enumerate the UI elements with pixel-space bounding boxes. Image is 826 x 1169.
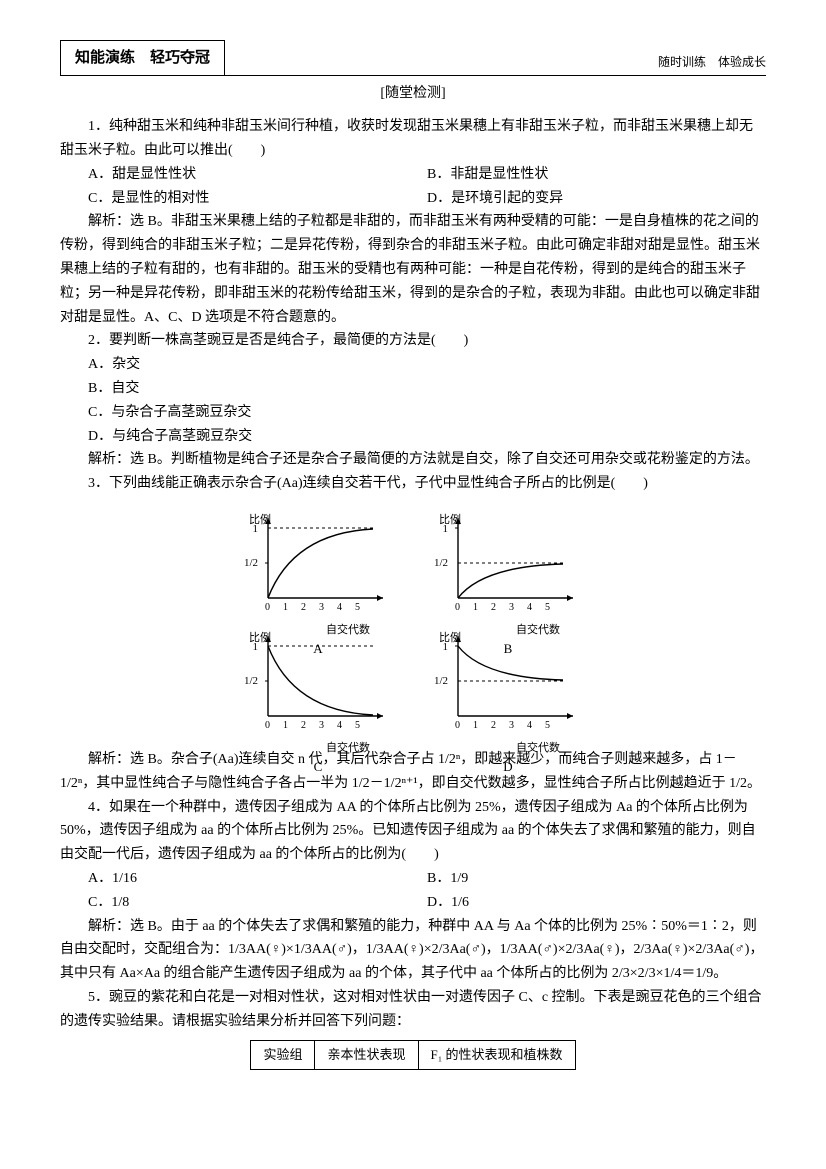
svg-text:5: 5 [545,602,550,613]
q3-chart-row1: 比例 1 1/2 0 1 2 3 4 5 自交代数 A [243,508,583,618]
svg-text:1/2: 1/2 [244,675,258,687]
svg-text:5: 5 [545,720,550,731]
svg-text:1/2: 1/2 [434,557,448,569]
svg-text:4: 4 [527,720,532,731]
q1-explain: 解析：选 B。非甜玉米果穗上结的子粒都是非甜的，而非甜玉米有两种受精的可能：一是… [60,210,766,329]
svg-text:1/2: 1/2 [434,675,448,687]
q3-chart-row2: 比例 1 1/2 0 1 2 3 4 5 自交代数 C [243,626,583,736]
svg-text:0: 0 [265,602,270,613]
svg-text:5: 5 [355,720,360,731]
q1-optC: C．是显性的相对性 [88,187,427,211]
q4-options-row1: A．1/16 B．1/9 [88,867,766,891]
q2-optD: D．与纯合子高茎豌豆杂交 [60,425,766,449]
svg-text:5: 5 [355,602,360,613]
chart-C: 比例 1 1/2 0 1 2 3 4 5 自交代数 C [243,626,393,736]
svg-text:4: 4 [337,602,342,613]
svg-text:1: 1 [283,720,288,731]
svg-text:2: 2 [301,602,306,613]
q2-stem: 2．要判断一株高茎豌豆是否是纯合子，最简便的方法是( ) [60,329,766,353]
q2-explain: 解析：选 B。判断植物是纯合子还是杂合子最简便的方法就是自交，除了自交还可用杂交… [60,448,766,472]
chart-D-label: D [433,756,583,778]
svg-text:3: 3 [509,720,514,731]
q1-options-row1: A．甜是显性性状 B．非甜是显性性状 [88,163,766,187]
header-right-text: 随时训练 体验成长 [658,52,766,74]
chart-C-label: C [243,756,393,778]
q5-th1: 实验组 [251,1040,315,1069]
svg-text:1: 1 [473,720,478,731]
svg-text:3: 3 [319,602,324,613]
svg-text:1: 1 [283,602,288,613]
q1-stem: 1．纯种甜玉米和纯种非甜玉米间行种植，收获时发现甜玉米果穗上有非甜玉米子粒，而非… [60,115,766,163]
q5-stem: 5．豌豆的紫花和白花是一对相对性状，这对相对性状由一对遗传因子 C、c 控制。下… [60,986,766,1034]
q4-optB: B．1/9 [427,867,766,891]
q1-optD: D．是环境引起的变异 [427,187,766,211]
svg-text:1/2: 1/2 [244,557,258,569]
svg-text:1: 1 [443,641,449,653]
q2-optB: B．自交 [60,377,766,401]
section-title: [随堂检测] [60,82,766,106]
q4-optA: A．1/16 [88,867,427,891]
q3-charts: 比例 1 1/2 0 1 2 3 4 5 自交代数 A [60,504,766,740]
q4-explain: 解析：选 B。由于 aa 的个体失去了求偶和繁殖的能力，种群中 AA 与 Aa … [60,915,766,986]
chart-B: 比例 1 1/2 0 1 2 3 4 5 自交代数 B [433,508,583,618]
svg-text:1: 1 [443,523,449,535]
chart-D: 比例 1 1/2 0 1 2 3 4 5 自交代数 D [433,626,583,736]
svg-text:0: 0 [455,602,460,613]
q3-stem: 3．下列曲线能正确表示杂合子(Aa)连续自交若干代，子代中显性纯合子所占的比例是… [60,472,766,496]
q1-optB: B．非甜是显性性状 [427,163,766,187]
chart-xlabel: 自交代数 [516,742,560,754]
svg-text:1: 1 [253,641,259,653]
header-row: 知能演练 轻巧夺冠 随时训练 体验成长 [60,40,766,76]
svg-text:3: 3 [509,602,514,613]
q5-th3: F₁ 的性状表现和植株数 [418,1040,575,1069]
svg-text:0: 0 [455,720,460,731]
svg-text:3: 3 [319,720,324,731]
q4-optC: C．1/8 [88,891,427,915]
svg-text:4: 4 [337,720,342,731]
svg-text:1: 1 [473,602,478,613]
table-row: 实验组 亲本性状表现 F₁ 的性状表现和植株数 [251,1040,575,1069]
chart-xlabel: 自交代数 [326,742,370,754]
q3-explain: 解析：选 B。杂合子(Aa)连续自交 n 代，其后代杂合子占 1/2ⁿ，即越来越… [60,748,766,796]
svg-text:1: 1 [253,523,259,535]
svg-text:0: 0 [265,720,270,731]
q5-table: 实验组 亲本性状表现 F₁ 的性状表现和植株数 [250,1040,575,1070]
q2-optA: A．杂交 [60,353,766,377]
q4-optD: D．1/6 [427,891,766,915]
chart-A: 比例 1 1/2 0 1 2 3 4 5 自交代数 A [243,508,393,618]
svg-text:2: 2 [491,602,496,613]
q4-stem: 4．如果在一个种群中，遗传因子组成为 AA 的个体所占比例为 25%，遗传因子组… [60,796,766,867]
svg-text:4: 4 [527,602,532,613]
q2-optC: C．与杂合子高茎豌豆杂交 [60,401,766,425]
header-title-box: 知能演练 轻巧夺冠 [60,40,225,75]
q1-options-row2: C．是显性的相对性 D．是环境引起的变异 [88,187,766,211]
q4-options-row2: C．1/8 D．1/6 [88,891,766,915]
q5-th2: 亲本性状表现 [315,1040,418,1069]
svg-text:2: 2 [491,720,496,731]
q1-optA: A．甜是显性性状 [88,163,427,187]
svg-text:2: 2 [301,720,306,731]
